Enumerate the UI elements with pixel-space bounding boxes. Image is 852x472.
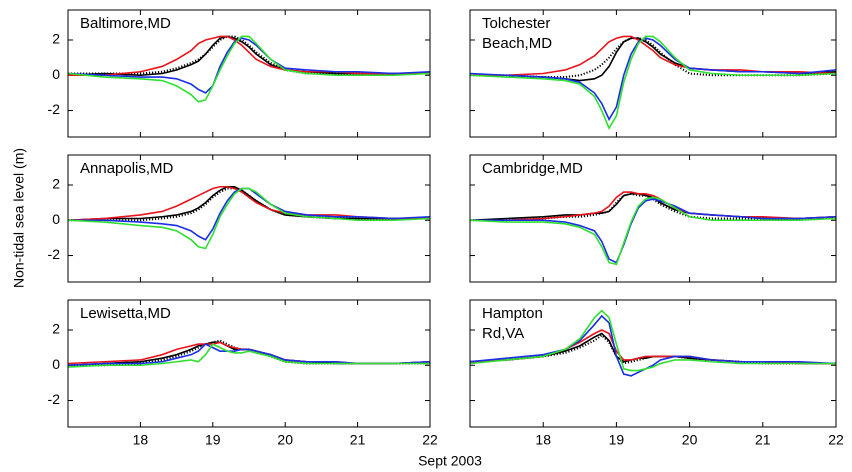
panel-frame [67, 299, 431, 428]
series-line [68, 185, 430, 222]
x-tick-label: 21 [350, 432, 366, 448]
panel-title: Cambridge,MD [482, 160, 583, 177]
series-line [68, 341, 430, 367]
series-line [470, 309, 836, 372]
x-tick-label: 18 [133, 432, 149, 448]
x-tick-label: 18 [535, 432, 551, 448]
y-tick-label: -2 [48, 391, 61, 407]
y-tick-label: -2 [48, 246, 61, 262]
series-line [470, 35, 836, 130]
series-line [68, 185, 430, 222]
y-tick-label: 2 [52, 321, 60, 337]
series-line [68, 35, 430, 77]
series-line [68, 37, 430, 94]
series-line [470, 198, 836, 264]
x-tick-label: 20 [277, 432, 293, 448]
series-line [68, 187, 430, 241]
series-line [68, 343, 430, 367]
y-tick-label: 2 [52, 176, 60, 192]
x-tick-label: 22 [828, 432, 844, 448]
series-line [68, 35, 430, 77]
x-tick-label: 21 [755, 432, 771, 448]
panel-title: Rd,VA [482, 325, 524, 342]
x-tick-label: 20 [682, 432, 698, 448]
y-tick-label: 0 [52, 211, 60, 227]
series-line [470, 192, 836, 222]
panel-frame [67, 154, 431, 283]
panel-title: Hampton [482, 305, 543, 322]
series-line [68, 343, 430, 368]
panel-title: Baltimore,MD [80, 15, 171, 32]
panel-title: Tolchester [482, 15, 550, 32]
panel-frame [67, 9, 431, 138]
series-line [68, 35, 430, 75]
x-tick-label: 19 [609, 432, 625, 448]
panel-title: Beach,MD [482, 35, 552, 52]
series-line [470, 35, 836, 77]
y-tick-label: 2 [52, 31, 60, 47]
panel-frame [469, 299, 837, 428]
panel-frame [469, 154, 837, 283]
panel-frame [469, 9, 837, 138]
series-line [68, 35, 430, 103]
series-line [470, 191, 836, 222]
series-line [470, 333, 836, 365]
y-tick-label: 0 [52, 66, 60, 82]
panel-title: Lewisetta,MD [80, 305, 171, 322]
x-axis-label: Sept 2003 [418, 453, 482, 469]
y-tick-label: 0 [52, 356, 60, 372]
series-line [470, 196, 836, 266]
y-tick-label: -2 [48, 101, 61, 117]
panel-title: Annapolis,MD [80, 160, 174, 177]
series-line [470, 37, 836, 122]
x-tick-label: 22 [422, 432, 438, 448]
x-tick-label: 19 [205, 432, 221, 448]
series-line [68, 341, 430, 365]
series-line [68, 187, 430, 250]
y-axis-label: Non-tidal sea level (m) [11, 148, 27, 288]
series-line [68, 187, 430, 222]
